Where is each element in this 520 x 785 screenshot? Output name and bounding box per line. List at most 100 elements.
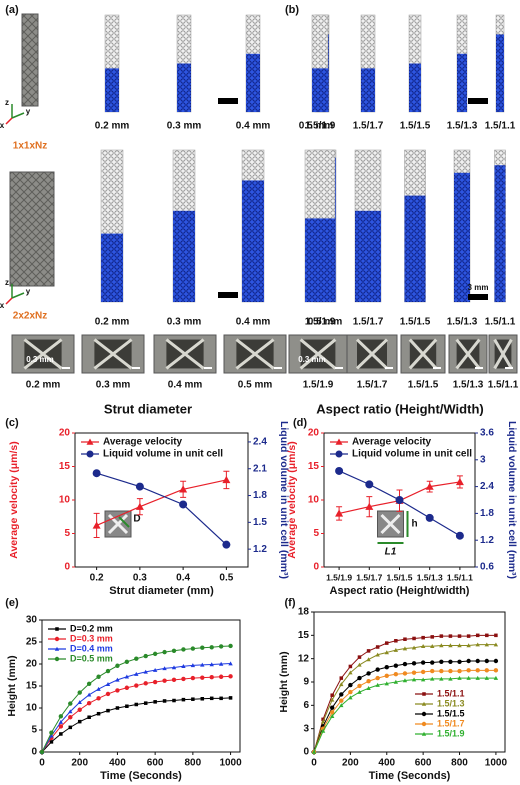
- data-point: [171, 677, 177, 683]
- axis-label: y: [26, 107, 31, 116]
- data-point: [425, 513, 434, 522]
- data-point: [420, 677, 426, 682]
- liquid-fill: [496, 34, 504, 112]
- data-point: [365, 502, 374, 510]
- data-point: [420, 644, 426, 648]
- data-point: [466, 643, 471, 648]
- micrograph-strut: [165, 338, 205, 370]
- inset-arrow: [377, 511, 409, 544]
- data-point: [421, 635, 425, 640]
- x-axis-label: Time (Seconds): [100, 770, 182, 782]
- axis-label: x: [0, 301, 5, 310]
- data-point: [425, 482, 434, 490]
- data-point: [430, 668, 435, 674]
- data-point: [457, 668, 462, 674]
- data-point: [457, 634, 462, 638]
- data-point: [494, 633, 498, 638]
- column-label: 1.5/1.3: [447, 317, 478, 328]
- data-point: [209, 696, 214, 701]
- y-tick-label: 25: [26, 637, 38, 648]
- data-point: [448, 659, 453, 664]
- data-point: [375, 652, 380, 657]
- panel-label: (c): [5, 417, 19, 429]
- liquid-fill: [454, 172, 470, 302]
- scale-bar: [385, 367, 393, 369]
- data-point: [335, 466, 344, 475]
- y-tick-label: 20: [59, 428, 71, 439]
- data-point: [39, 749, 45, 755]
- y2-tick-label: 3: [480, 454, 486, 465]
- micrograph-strut: [493, 338, 513, 370]
- data-point: [96, 674, 101, 679]
- data-point: [200, 675, 205, 680]
- y-tick-label: 12: [298, 653, 310, 664]
- y-tick-label: 18: [298, 607, 310, 618]
- legend-label: 1.5/1.1: [437, 688, 465, 698]
- data-point: [384, 650, 389, 655]
- inset-label: D: [133, 514, 140, 525]
- liquid-fill: [457, 53, 467, 112]
- data-point: [77, 690, 82, 695]
- data-point: [179, 485, 188, 493]
- data-point: [152, 679, 158, 685]
- data-point: [96, 696, 101, 701]
- data-point: [218, 644, 224, 649]
- data-point: [329, 705, 335, 710]
- legend-marker: [55, 627, 59, 631]
- micrograph-strut: [408, 338, 438, 370]
- column-label: 1.5/1.7: [353, 317, 384, 328]
- data-point: [466, 675, 471, 680]
- micro-label: 1.5/1.5: [408, 380, 439, 391]
- x-tick-label: 0: [311, 758, 317, 769]
- x-tick-label: 0.2: [90, 573, 104, 584]
- data-point: [457, 659, 462, 664]
- y-tick-label: 5: [31, 725, 37, 736]
- scale-text: 0.3 mm: [26, 355, 54, 364]
- legend-label: D=0.5 mm: [70, 653, 113, 663]
- column-label: 0.2 mm: [95, 121, 130, 132]
- data-point: [393, 672, 399, 677]
- micrograph-strut: [355, 338, 389, 370]
- inset-arrow: [118, 516, 130, 528]
- y-axis-label: Average velocity (μm/s): [286, 441, 298, 559]
- x-tick-label: 1.5/1.3: [417, 572, 443, 582]
- data-point: [77, 700, 82, 705]
- legend-marker: [54, 636, 60, 642]
- data-point: [411, 645, 417, 650]
- data-point: [209, 662, 214, 667]
- data-point: [96, 686, 101, 691]
- data-point: [219, 696, 223, 701]
- column-label: 1.5/1.1: [485, 121, 516, 132]
- data-point: [134, 656, 139, 661]
- data-point: [348, 664, 353, 669]
- data-point: [339, 698, 344, 703]
- legend-marker: [86, 438, 94, 445]
- data-point: [439, 676, 444, 681]
- data-point: [171, 665, 177, 670]
- data-point: [135, 502, 144, 510]
- micrograph-strut: [93, 338, 133, 370]
- data-point: [335, 509, 344, 517]
- data-point: [357, 675, 362, 681]
- data-point: [115, 663, 120, 668]
- legend-label: Average velocity: [352, 437, 432, 448]
- x-tick-label: 200: [71, 758, 88, 769]
- x-tick-label: 800: [451, 758, 468, 769]
- data-point: [124, 685, 130, 690]
- legend-marker: [421, 701, 427, 706]
- legend-label: D=0.3 mm: [70, 633, 113, 643]
- y-tick-label: 0: [64, 562, 70, 573]
- legend-marker: [86, 450, 94, 458]
- data-point: [200, 645, 205, 650]
- data-point: [153, 700, 157, 704]
- data-point: [348, 689, 353, 695]
- column-label: 1.5/1.1: [485, 317, 516, 328]
- scale-bar: [62, 367, 70, 369]
- data-point: [228, 696, 233, 700]
- legend-label: Liquid volume in unit cell: [103, 449, 223, 460]
- data-point: [86, 692, 92, 697]
- data-point: [484, 668, 490, 673]
- micro-label: 0.4 mm: [168, 380, 203, 391]
- micrograph-strut: [235, 338, 275, 370]
- data-point: [493, 642, 499, 647]
